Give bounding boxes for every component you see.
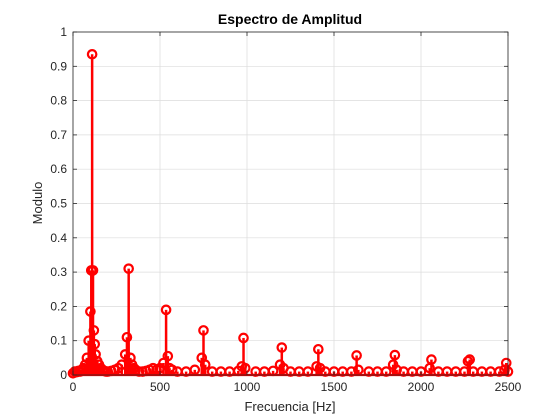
x-tick-label: 1000 (234, 380, 261, 394)
stem-marker (87, 265, 99, 276)
stem-marker (166, 364, 178, 376)
y-tick-label: 0 (60, 368, 67, 382)
y-tick-label: 0.7 (50, 128, 67, 142)
stem-marker (239, 362, 251, 374)
y-tick-label: 0.5 (50, 197, 67, 211)
y-tick-label: 0.1 (50, 334, 67, 348)
stem-marker (276, 342, 288, 353)
y-tick-label: 0.6 (50, 162, 67, 176)
stem-marker (415, 366, 427, 377)
x-axis-label: Frecuencia [Hz] (244, 399, 335, 414)
stem-marker (380, 366, 392, 377)
stem-marker (313, 343, 324, 355)
stem-marker (79, 359, 91, 371)
stem-marker (238, 332, 249, 344)
stem-marker (302, 366, 314, 377)
stem-marker (90, 349, 101, 360)
x-axis-ticks: 0 500 1000 1500 2000 2500 (70, 32, 522, 394)
data-markers (67, 48, 514, 379)
x-tick-label: 500 (150, 380, 170, 394)
stem-marker (116, 359, 128, 371)
stem-marker (125, 352, 136, 364)
stem-marker (351, 350, 362, 361)
y-tick-label: 0.9 (50, 59, 67, 73)
x-tick-label: 2000 (408, 380, 435, 394)
stem-marker (426, 354, 437, 365)
stem-marker (389, 349, 401, 361)
stem-marker (121, 331, 133, 343)
y-tick-label: 0.4 (50, 231, 67, 245)
stem-marker (133, 366, 145, 377)
stem-marker (89, 338, 101, 350)
stem-marker (462, 355, 474, 367)
stem-marker (160, 304, 172, 316)
stem-marker (198, 325, 209, 336)
stem-marker (123, 263, 134, 274)
stem-marker (189, 364, 201, 376)
x-tick-label: 0 (70, 380, 77, 394)
x-tick-label: 1500 (321, 380, 348, 394)
stem-marker (88, 325, 100, 336)
stem-marker (86, 48, 98, 60)
y-tick-label: 1 (60, 25, 67, 39)
stem-marker (199, 359, 211, 371)
y-axis-ticks: 0 0.1 0.2 0.3 0.4 0.5 0.6 0.7 0.8 0.9 1 (50, 25, 508, 382)
chart-title: Espectro de Amplitud (218, 11, 362, 27)
stem-marker (162, 350, 174, 362)
stem-marker (464, 354, 476, 365)
stem-marker (353, 364, 364, 376)
y-tick-label: 0.3 (50, 265, 67, 279)
x-tick-label: 2500 (495, 380, 522, 394)
y-tick-label: 0.8 (50, 94, 67, 108)
y-tick-label: 0.2 (50, 299, 67, 313)
stem-marker (85, 306, 96, 317)
grid (72, 31, 509, 376)
y-axis-label: Modulo (30, 182, 45, 225)
stem-marker (81, 352, 93, 364)
